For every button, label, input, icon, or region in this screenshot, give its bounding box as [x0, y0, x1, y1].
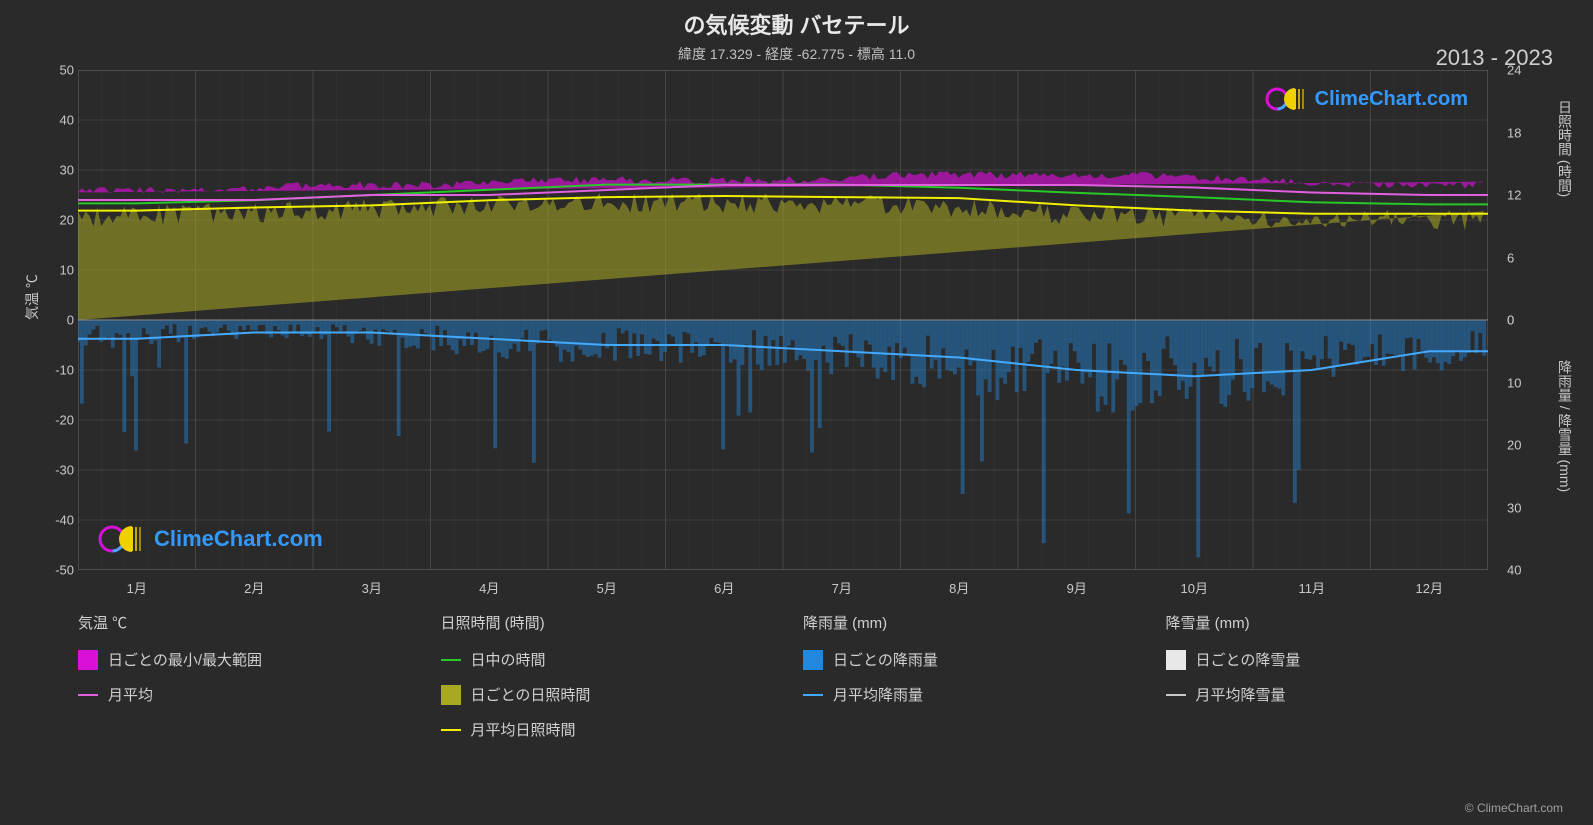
swatch-line-icon: [78, 694, 98, 696]
swatch-box-icon: [1166, 650, 1186, 670]
swatch-line-icon: [803, 694, 823, 696]
legend-header: 日照時間 (時間): [441, 612, 764, 633]
y-tick-right-bottom: 10: [1507, 375, 1521, 390]
legend-item: 月平均: [78, 684, 401, 705]
legend-item: 日中の時間: [441, 649, 764, 670]
y-tick-right-bottom: 30: [1507, 500, 1521, 515]
legend-label: 日ごとの降雨量: [833, 649, 938, 670]
legend-label: 日ごとの最小/最大範囲: [108, 649, 262, 670]
x-tick-month: 11月: [1299, 578, 1326, 597]
y-axis-right-bottom-label: 降雨量 / 降雪量 (mm): [1555, 360, 1575, 492]
x-tick-month: 1月: [127, 578, 147, 597]
x-tick-month: 7月: [832, 578, 852, 597]
x-tick-month: 2月: [244, 578, 264, 597]
chart-canvas: ClimeChart.com ClimeChart.com: [78, 70, 1488, 570]
swatch-line-icon: [441, 659, 461, 661]
legend-label: 月平均: [108, 684, 153, 705]
x-tick-month: 3月: [362, 578, 382, 597]
legend-header: 降雪量 (mm): [1166, 612, 1489, 633]
year-range: 2013 - 2023: [1436, 45, 1553, 71]
watermark-top: ClimeChart.com: [1265, 85, 1468, 113]
y-tick-left: -50: [55, 563, 74, 578]
y-tick-right-top: 24: [1507, 63, 1521, 78]
x-tick-month: 5月: [597, 578, 617, 597]
x-tick-month: 10月: [1181, 578, 1208, 597]
y-tick-left: -40: [55, 513, 74, 528]
y-tick-left: 10: [60, 263, 74, 278]
y-tick-right-top: 12: [1507, 188, 1521, 203]
y-tick-left: 30: [60, 163, 74, 178]
legend-label: 日中の時間: [471, 649, 546, 670]
legend-item: 日ごとの降雨量: [803, 649, 1126, 670]
y-tick-right-bottom: 0: [1507, 313, 1514, 328]
y-tick-right-bottom: 40: [1507, 563, 1521, 578]
y-tick-right-top: 18: [1507, 125, 1521, 140]
x-ticks: 1月 2月 3月 4月 5月 6月 7月 8月 9月 10月 11月 12月: [78, 578, 1488, 598]
y-tick-right-top: 6: [1507, 250, 1514, 265]
legend-label: 月平均降雪量: [1196, 684, 1286, 705]
page-title: の気候変動 バセテール: [0, 0, 1593, 40]
legend-item: 月平均降雪量: [1166, 684, 1489, 705]
legend-column: 気温 ℃ 日ごとの最小/最大範囲月平均: [78, 612, 401, 740]
y-tick-left: 0: [67, 313, 74, 328]
legend-item: 日ごとの最小/最大範囲: [78, 649, 401, 670]
y-ticks-left: -50-40-30-20-1001020304050: [38, 70, 74, 570]
legend-header: 降雨量 (mm): [803, 612, 1126, 633]
x-tick-month: 4月: [479, 578, 499, 597]
y-tick-left: 20: [60, 213, 74, 228]
y-tick-left: -30: [55, 463, 74, 478]
x-tick-month: 6月: [714, 578, 734, 597]
y-axis-right-top-label: 日照時間 (時間): [1555, 100, 1575, 197]
swatch-box-icon: [441, 685, 461, 705]
climechart-logo-icon: [1265, 85, 1309, 113]
legend-label: 月平均降雨量: [833, 684, 923, 705]
y-tick-left: 50: [60, 63, 74, 78]
swatch-box-icon: [78, 650, 98, 670]
y-tick-right-bottom: 20: [1507, 438, 1521, 453]
legend-column: 降雪量 (mm) 日ごとの降雪量月平均降雪量: [1166, 612, 1489, 740]
legend-column: 日照時間 (時間) 日中の時間日ごとの日照時間月平均日照時間: [441, 612, 764, 740]
subtitle: 緯度 17.329 - 経度 -62.775 - 標高 11.0: [0, 40, 1593, 64]
y-tick-left: -20: [55, 413, 74, 428]
y-tick-left: -10: [55, 363, 74, 378]
legend-label: 日ごとの降雪量: [1196, 649, 1301, 670]
legend-label: 月平均日照時間: [471, 719, 576, 740]
legend-column: 降雨量 (mm) 日ごとの降雨量月平均降雨量: [803, 612, 1126, 740]
y-tick-left: 40: [60, 113, 74, 128]
swatch-line-icon: [441, 729, 461, 731]
climechart-logo-icon: [98, 523, 148, 555]
legend-item: 月平均降雨量: [803, 684, 1126, 705]
y-ticks-right-top: 06121824: [1507, 70, 1537, 320]
x-tick-month: 12月: [1416, 578, 1443, 597]
swatch-line-icon: [1166, 694, 1186, 696]
legend-item: 日ごとの降雪量: [1166, 649, 1489, 670]
brand-text: ClimeChart.com: [1315, 88, 1468, 111]
x-tick-month: 8月: [949, 578, 969, 597]
legend-header: 気温 ℃: [78, 612, 401, 633]
legend-item: 日ごとの日照時間: [441, 684, 764, 705]
legend-item: 月平均日照時間: [441, 719, 764, 740]
swatch-box-icon: [803, 650, 823, 670]
watermark-bottom: ClimeChart.com: [98, 523, 323, 555]
legend: 気温 ℃ 日ごとの最小/最大範囲月平均 日照時間 (時間) 日中の時間日ごとの日照時間…: [78, 612, 1488, 740]
climate-chart: の気候変動 バセテール 緯度 17.329 - 経度 -62.775 - 標高 …: [0, 0, 1593, 825]
legend-label: 日ごとの日照時間: [471, 684, 591, 705]
brand-text: ClimeChart.com: [154, 526, 323, 552]
y-ticks-right-bottom: 010203040: [1507, 320, 1537, 570]
footer-credit: © ClimeChart.com: [1465, 801, 1563, 815]
x-tick-month: 9月: [1067, 578, 1087, 597]
